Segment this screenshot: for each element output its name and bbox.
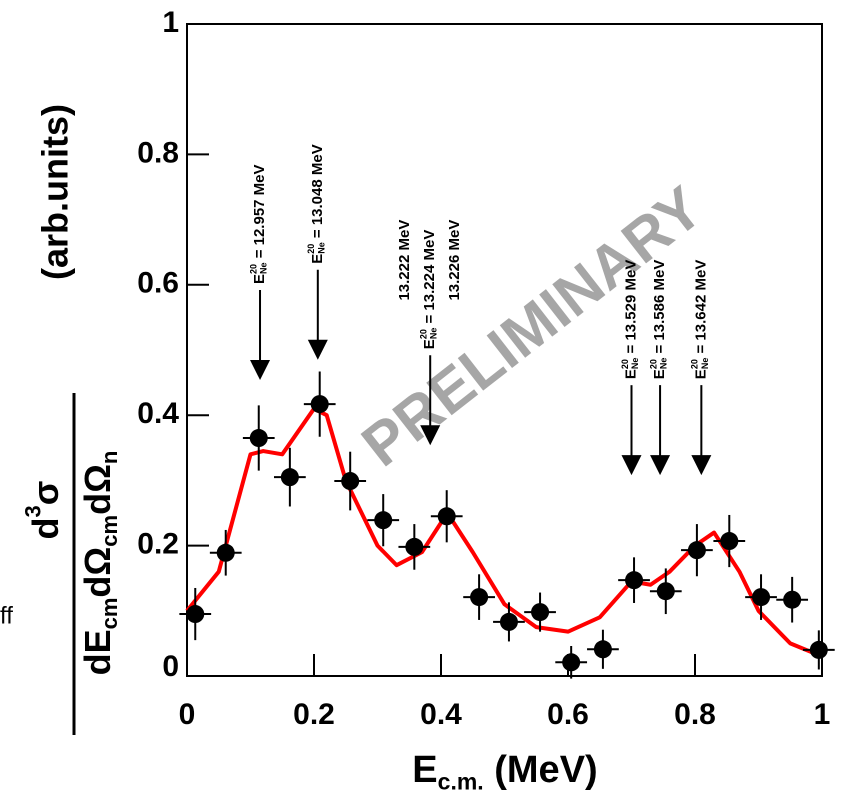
data-point	[186, 605, 205, 624]
y-tick-label: 0.8	[137, 136, 179, 169]
data-point	[562, 653, 581, 672]
data-point	[625, 571, 644, 590]
data-point	[374, 511, 393, 530]
y-tick-label: 0	[162, 650, 179, 683]
y-tick-label: 0.6	[137, 267, 179, 300]
text-part: E	[412, 749, 437, 791]
text-part: c.m.	[438, 768, 484, 794]
text-part: = 13.586 MeV	[651, 260, 668, 358]
annotation-label: E20Ne = 13.642 MeV	[690, 260, 710, 380]
y-axis-numerator: d3σ	[20, 481, 65, 540]
text-part: = 13.224 MeV	[421, 230, 438, 328]
text-part: 20	[690, 359, 700, 369]
text-part: Ne	[429, 328, 439, 340]
annotation-label: E20Ne = 13.224 MeV	[419, 230, 439, 350]
text-part: dΩ	[77, 547, 118, 598]
text-part: = 13.048 MeV	[309, 144, 326, 242]
data-point	[656, 582, 675, 601]
data-point	[470, 588, 489, 607]
x-tick-label: 0.2	[293, 698, 335, 731]
y-tick-label: 0.2	[137, 528, 179, 561]
data-point	[809, 640, 828, 659]
annotation-label: 13.226 MeV	[446, 220, 463, 301]
text-part: Ne	[700, 358, 710, 370]
text-part: 13.222 MeV	[396, 220, 413, 301]
x-tick-label: 0	[179, 698, 196, 731]
text-part: cm	[97, 598, 122, 630]
text-part: 3	[20, 505, 45, 517]
annotation-arrowhead	[250, 359, 271, 380]
data-point	[720, 532, 739, 551]
text-part: (MeV)	[484, 749, 598, 791]
annotation-arrowhead	[307, 339, 328, 360]
cropped-text: ff	[0, 602, 13, 629]
fit-curve	[185, 406, 823, 659]
x-tick-label: 1	[814, 698, 831, 731]
data-point	[437, 507, 456, 526]
annotation-arrowhead	[420, 425, 441, 446]
text-part: E	[309, 254, 326, 264]
text-part: E	[622, 369, 639, 379]
x-tick-label: 0.4	[420, 698, 462, 731]
x-tick-label: 0.8	[674, 698, 716, 731]
annotation-arrowhead	[621, 455, 642, 476]
data-point	[405, 537, 424, 556]
text-part: = 13.529 MeV	[622, 260, 639, 358]
text-part: n	[97, 451, 122, 464]
annotation-arrowhead	[691, 455, 712, 476]
annotation-label: E20Ne = 13.048 MeV	[306, 144, 326, 264]
text-part: E	[251, 274, 268, 284]
text-part: = 13.642 MeV	[692, 260, 709, 358]
y-axis-unit: (arb.units)	[35, 104, 76, 280]
annotation-label: E20Ne = 13.586 MeV	[649, 260, 669, 380]
text-part: dE	[77, 629, 118, 675]
data-point	[216, 543, 235, 562]
text-part: 20	[620, 359, 630, 369]
x-tick-label: 0.6	[547, 698, 589, 731]
data-point	[310, 395, 329, 414]
text-part: d	[25, 517, 66, 539]
x-axis-title: Ec.m. (MeV)	[412, 749, 597, 794]
annotation-arrowhead	[650, 455, 671, 476]
text-part: E	[651, 369, 668, 379]
text-part: Ne	[630, 358, 640, 370]
data-point	[687, 541, 706, 560]
text-part: = 12.957 MeV	[251, 164, 268, 262]
data-point	[531, 603, 550, 622]
text-part: 13.226 MeV	[446, 220, 463, 301]
text-part: Ne	[259, 262, 269, 274]
y-tick-label: 0.4	[137, 397, 179, 430]
text-part: 20	[306, 244, 316, 254]
text-part: 20	[249, 264, 259, 274]
y-tick-label: 1	[162, 6, 179, 39]
text-part: 20	[419, 329, 429, 339]
data-point	[280, 468, 299, 487]
annotation-label: 13.222 MeV	[396, 220, 413, 301]
data-point	[249, 429, 268, 448]
text-part: cm	[97, 515, 122, 547]
text-part: dΩ	[77, 464, 118, 515]
annotation-label: E20Ne = 13.529 MeV	[620, 260, 640, 380]
data-point	[752, 588, 771, 607]
data-point	[783, 590, 802, 609]
data-point	[593, 640, 612, 659]
plot-frame	[186, 23, 823, 677]
y-axis-denominator: dEcmdΩcmdΩn	[77, 451, 122, 676]
data-point	[499, 612, 518, 631]
data-point	[341, 472, 360, 491]
text-part: σ	[25, 481, 66, 506]
text-part: Ne	[317, 242, 327, 254]
text-part: Ne	[659, 358, 669, 370]
text-part: E	[692, 369, 709, 379]
text-part: E	[421, 339, 438, 349]
annotation-label: E20Ne = 12.957 MeV	[249, 164, 269, 284]
text-part: 20	[649, 359, 659, 369]
